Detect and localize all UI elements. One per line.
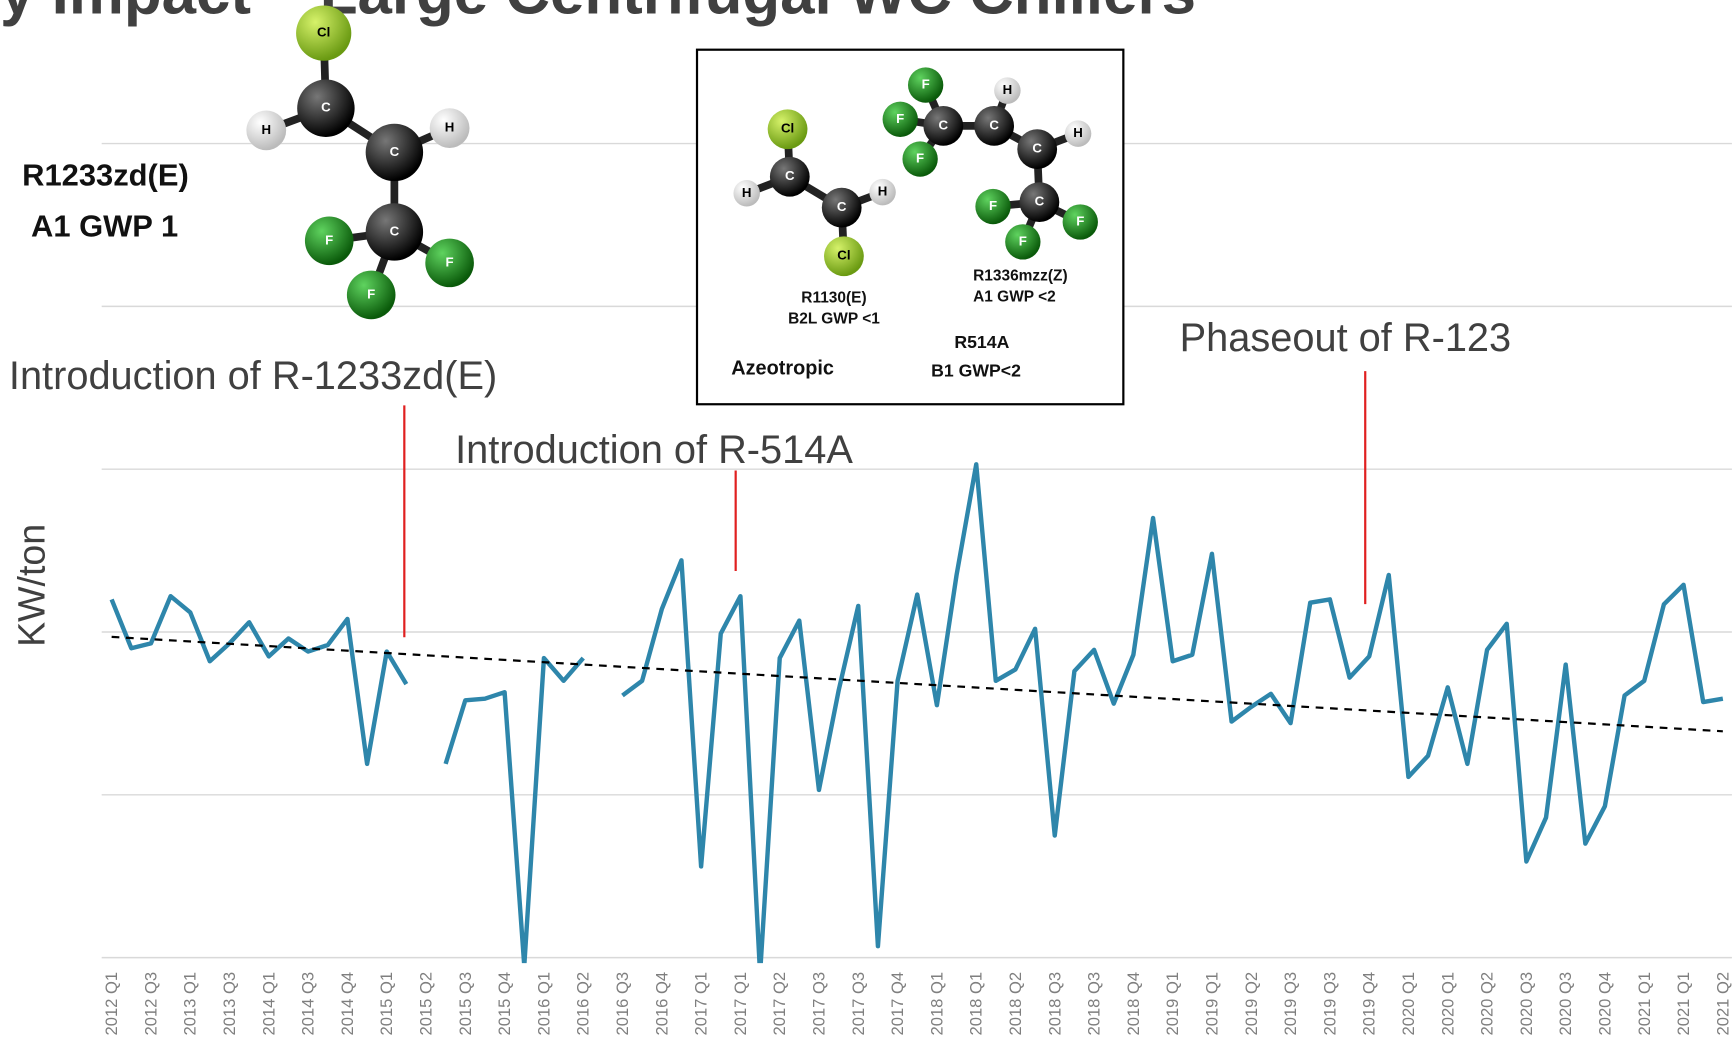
atom-label: F	[916, 151, 924, 166]
atom-label: Cl	[781, 121, 794, 136]
blend-note: Azeotropic	[731, 357, 834, 379]
molecule-class: A1 GWP <2	[973, 289, 1056, 306]
x-tick-label: 2017 Q3	[849, 972, 868, 1035]
plot-area	[112, 464, 1723, 974]
x-tick-label: 2017 Q1	[731, 972, 750, 1035]
y-axis-label: KW/ton	[10, 524, 52, 647]
x-tick-label: 2012 Q3	[141, 972, 160, 1035]
x-tick-label: 2018 Q4	[1124, 972, 1143, 1035]
molecule: Cl C H C H C F F F	[246, 6, 474, 320]
atom-label: H	[742, 185, 752, 200]
atom-label: F	[989, 198, 997, 213]
x-tick-label: 2013 Q3	[220, 972, 239, 1035]
x-tick-label: 2013 Q1	[181, 972, 200, 1035]
x-tick-label: 2016 Q3	[613, 972, 632, 1035]
x-axis: 2012 Q1 2012 Q3 2013 Q1 2013 Q3 2014 Q1 2014 …	[102, 972, 1732, 1035]
x-tick-label: 2017 Q4	[888, 972, 907, 1035]
molecule-name: R1233zd(E)	[22, 158, 189, 193]
x-tick-label: 2019 Q3	[1281, 972, 1300, 1035]
x-tick-label: 2012 Q1	[102, 972, 121, 1035]
x-tick-label: 2021 Q1	[1674, 972, 1693, 1035]
atom-label: F	[446, 254, 454, 269]
x-tick-label: 2014 Q3	[299, 972, 318, 1035]
x-tick-label: 2020 Q1	[1399, 972, 1418, 1035]
molecule-name: R1130(E)	[801, 290, 866, 307]
atom-label: F	[1019, 233, 1027, 248]
atom-label: H	[878, 184, 888, 199]
x-tick-label: 2021 Q1	[1635, 972, 1654, 1035]
slide-title: y Impact – Large Centrifugal WC Chillers	[0, 0, 1196, 27]
atom-label: C	[837, 199, 847, 214]
x-tick-label: 2019 Q4	[1360, 972, 1379, 1035]
atom-label: C	[989, 117, 999, 132]
x-tick-label: 2015 Q2	[417, 972, 436, 1035]
annotation: Phaseout of R-123	[1180, 316, 1511, 360]
x-tick-label: 2014 Q4	[338, 972, 357, 1035]
x-tick-label: 2017 Q3	[810, 972, 829, 1035]
x-tick-label: 2015 Q3	[456, 972, 475, 1035]
x-tick-label: 2016 Q1	[534, 972, 553, 1035]
atom-label: C	[785, 168, 795, 183]
annotation: Introduction of R-514A	[455, 428, 853, 472]
x-tick-label: 2015 Q1	[377, 972, 396, 1035]
x-tick-label: 2018 Q3	[1085, 972, 1104, 1035]
x-tick-label: 2018 Q1	[927, 972, 946, 1035]
x-tick-label: 2016 Q4	[652, 972, 671, 1035]
atom-label: H	[1003, 82, 1013, 97]
blend-name: R514A	[954, 332, 1009, 352]
atom-label: H	[445, 120, 455, 135]
x-tick-label: 2020 Q4	[1595, 972, 1614, 1035]
atom-label: C	[939, 117, 949, 132]
chart: 2012 Q1 2012 Q3 2013 Q1 2013 Q3 2014 Q1 2014 …	[0, 0, 1732, 1057]
atom-label: F	[1076, 214, 1084, 229]
x-tick-label: 2015 Q4	[495, 972, 514, 1035]
x-tick-label: 2019 Q2	[1242, 972, 1261, 1035]
x-tick-label: 2020 Q1	[1438, 972, 1457, 1035]
atom-label: C	[1032, 141, 1042, 156]
atom-label: C	[390, 144, 400, 159]
atom-label: F	[922, 77, 930, 92]
atom-label: H	[261, 122, 271, 137]
atom-label: C	[1035, 194, 1045, 209]
page: {"chart_data": { "type": "line", "title"…	[0, 0, 1732, 1057]
x-tick-label: 2017 Q1	[692, 972, 711, 1035]
x-tick-label: 2018 Q2	[1006, 972, 1025, 1035]
atom-label: F	[367, 286, 375, 301]
x-tick-label: 2018 Q3	[1045, 972, 1064, 1035]
atom-label: F	[896, 111, 904, 126]
x-tick-label: 2020 Q3	[1517, 972, 1536, 1035]
x-tick-label: 2020 Q3	[1556, 972, 1575, 1035]
annotation: Introduction of R-1233zd(E)	[9, 354, 497, 398]
molecule-class: A1 GWP 1	[31, 208, 178, 243]
inset-box	[697, 50, 1123, 405]
blend-class: B1 GWP<2	[931, 361, 1021, 381]
data-line	[112, 464, 1723, 974]
x-tick-label: 2019 Q1	[1163, 972, 1182, 1035]
atom-label: C	[321, 100, 331, 115]
x-tick-label: 2018 Q1	[967, 972, 986, 1035]
x-tick-label: 2014 Q1	[259, 972, 278, 1035]
x-tick-label: 2017 Q2	[770, 972, 789, 1035]
x-tick-label: 2021 Q2	[1713, 972, 1732, 1035]
x-tick-label: 2016 Q2	[574, 972, 593, 1035]
x-tick-label: 2019 Q1	[1202, 972, 1221, 1035]
atom-label: Cl	[317, 25, 330, 40]
atom-label: H	[1073, 125, 1083, 140]
atom-label: C	[390, 223, 400, 238]
atom-label: Cl	[837, 248, 850, 263]
molecule-class: B2L GWP <1	[788, 311, 880, 328]
x-tick-label: 2020 Q2	[1478, 972, 1497, 1035]
atom-label: F	[325, 232, 333, 247]
molecule-name: R1336mzz(Z)	[973, 268, 1067, 285]
x-tick-label: 2019 Q3	[1320, 972, 1339, 1035]
